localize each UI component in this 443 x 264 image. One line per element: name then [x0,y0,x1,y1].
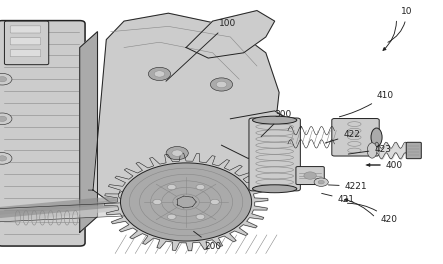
Circle shape [304,172,316,179]
Ellipse shape [371,128,382,147]
Text: 4221: 4221 [328,182,367,191]
Circle shape [0,156,7,161]
Circle shape [148,67,171,81]
Circle shape [196,185,205,190]
Circle shape [120,163,252,241]
Text: 423: 423 [348,145,391,154]
Circle shape [196,214,205,219]
Circle shape [216,81,227,88]
Circle shape [0,77,7,82]
Circle shape [118,191,134,200]
Circle shape [167,214,176,219]
Ellipse shape [253,116,297,124]
Polygon shape [89,13,279,216]
Circle shape [153,199,162,205]
Circle shape [314,178,328,186]
Circle shape [166,147,188,160]
FancyBboxPatch shape [0,21,85,246]
FancyBboxPatch shape [10,26,41,33]
Circle shape [210,199,219,205]
Circle shape [154,71,165,77]
Polygon shape [222,111,301,158]
Polygon shape [104,153,268,251]
Text: 100: 100 [166,19,237,81]
FancyBboxPatch shape [4,21,49,65]
Text: 420: 420 [347,203,397,224]
Polygon shape [80,32,97,232]
Ellipse shape [253,185,297,193]
Polygon shape [186,11,275,58]
Circle shape [0,73,12,85]
FancyBboxPatch shape [10,50,41,57]
Circle shape [210,78,233,91]
Circle shape [167,185,176,190]
Text: 400: 400 [366,161,403,169]
Text: 200: 200 [194,231,222,251]
FancyBboxPatch shape [249,118,300,191]
Text: 421: 421 [322,193,354,204]
Circle shape [172,150,183,156]
FancyBboxPatch shape [332,119,379,156]
Circle shape [318,180,324,184]
Circle shape [0,113,12,125]
Circle shape [0,116,7,121]
Text: 422: 422 [325,130,360,143]
FancyBboxPatch shape [406,142,421,159]
Circle shape [123,193,130,197]
Text: 410: 410 [339,91,394,117]
FancyBboxPatch shape [10,38,41,45]
Text: 10: 10 [388,7,412,42]
Ellipse shape [367,143,377,158]
Circle shape [0,153,12,164]
Text: 300: 300 [261,110,292,137]
FancyBboxPatch shape [296,167,324,185]
